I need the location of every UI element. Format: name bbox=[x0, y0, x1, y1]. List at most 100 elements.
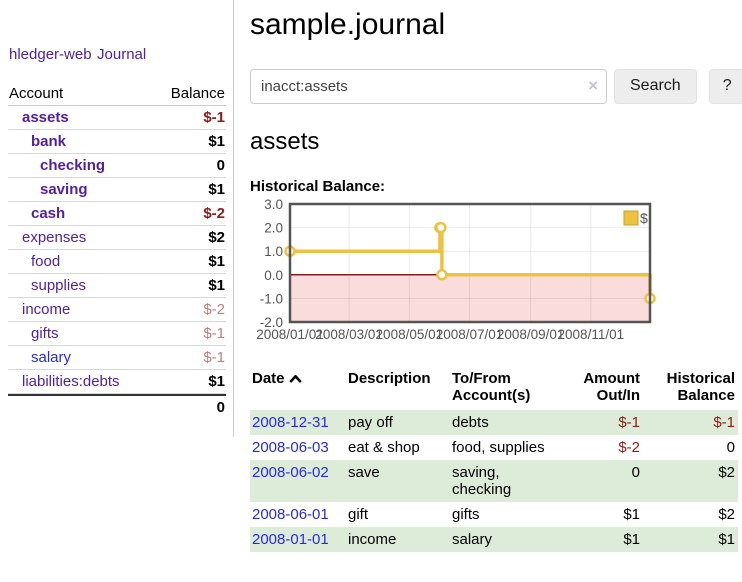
transaction-date-link[interactable]: 2008-01-01 bbox=[252, 531, 329, 548]
svg-text:-2.0: -2.0 bbox=[260, 315, 283, 330]
help-button[interactable]: ? bbox=[708, 68, 742, 104]
svg-text:2.0: 2.0 bbox=[264, 221, 283, 236]
svg-text:$: $ bbox=[640, 210, 648, 226]
transaction-balance: 0 bbox=[726, 439, 735, 456]
sort-ascending-icon bbox=[289, 374, 301, 383]
transaction-balance: $2 bbox=[643, 460, 738, 502]
svg-text:2008/11/01: 2008/11/01 bbox=[558, 327, 625, 342]
account-balance: $-2 bbox=[203, 301, 225, 318]
account-balance: $-2 bbox=[203, 205, 225, 222]
transaction-amount: $-2 bbox=[618, 439, 640, 456]
accounts-total-value: 0 bbox=[216, 399, 225, 416]
register-row: 2008-12-31 pay off debts $-1 $-1 bbox=[250, 410, 738, 435]
account-link-saving[interactable]: saving bbox=[40, 181, 88, 198]
svg-text:1.0: 1.0 bbox=[264, 244, 283, 259]
transaction-amount: $1 bbox=[566, 527, 643, 552]
account-row: liabilities:debts $1 bbox=[8, 370, 226, 394]
register-table: Date Description To/From Account(s) Amou… bbox=[250, 366, 738, 552]
account-balance: $1 bbox=[208, 373, 225, 390]
account-balance: $1 bbox=[208, 181, 225, 198]
account-row: bank $1 bbox=[8, 130, 226, 154]
account-link-liabilities-debts[interactable]: liabilities:debts bbox=[22, 373, 120, 390]
account-balance: $1 bbox=[208, 133, 225, 150]
transaction-balance: $1 bbox=[643, 527, 738, 552]
transaction-accounts: debts bbox=[450, 410, 566, 435]
main-content: sample.journal × Search ? assets Histori… bbox=[250, 0, 742, 552]
account-link-food[interactable]: food bbox=[31, 253, 61, 270]
svg-text:2008/05/01: 2008/05/01 bbox=[376, 327, 444, 342]
register-row: 2008-06-01 gift gifts $1 $2 bbox=[250, 502, 738, 527]
svg-text:2008/01/01: 2008/01/01 bbox=[256, 327, 324, 342]
account-balance: $-1 bbox=[203, 325, 225, 342]
register-header-balance: Historical Balance bbox=[666, 370, 735, 404]
account-row: saving $1 bbox=[8, 178, 226, 202]
account-link-expenses[interactable]: expenses bbox=[22, 229, 87, 246]
account-balance: $-1 bbox=[203, 349, 225, 366]
sidebar-item-journal[interactable]: Journal bbox=[97, 46, 147, 63]
accounts-header-account: Account bbox=[9, 85, 64, 102]
historical-balance-chart: $3.0 2.0 1.0 0.0 -1.0 -2.0 2008/01/01 2008/03/0… bbox=[250, 197, 738, 352]
transaction-accounts: food, supplies bbox=[452, 439, 545, 456]
svg-text:2008/03/01: 2008/03/01 bbox=[315, 327, 383, 342]
accounts-table: Account Balance assets $-1 bank $1 check… bbox=[8, 82, 226, 419]
register-header-date[interactable]: Date bbox=[250, 366, 346, 410]
clear-search-icon[interactable]: × bbox=[588, 75, 598, 95]
transaction-date-link[interactable]: 2008-06-02 bbox=[252, 464, 329, 481]
account-link-salary[interactable]: salary bbox=[31, 349, 72, 366]
search-bar: × Search ? bbox=[250, 68, 742, 104]
svg-text:-1.0: -1.0 bbox=[260, 291, 283, 306]
app-brand-link[interactable]: hledger-web bbox=[9, 46, 92, 63]
account-row: assets $-1 bbox=[8, 106, 226, 130]
account-balance: $-1 bbox=[203, 109, 225, 126]
search-input[interactable] bbox=[250, 68, 607, 104]
account-link-bank[interactable]: bank bbox=[31, 133, 67, 150]
register-header-amount: Amount Out/In bbox=[583, 370, 640, 404]
accounts-table-header: Account Balance bbox=[8, 82, 226, 106]
account-row: cash $-2 bbox=[8, 202, 226, 226]
search-button[interactable]: Search bbox=[614, 68, 697, 104]
transaction-amount: 0 bbox=[566, 460, 643, 502]
transaction-amount: $-1 bbox=[566, 410, 643, 435]
register-header-row: Date Description To/From Account(s) Amou… bbox=[250, 366, 738, 410]
transaction-balance: $-1 bbox=[643, 410, 738, 435]
sidebar-divider bbox=[233, 0, 234, 437]
account-link-supplies[interactable]: supplies bbox=[31, 277, 87, 294]
account-balance: $2 bbox=[208, 229, 225, 246]
chart-heading: Historical Balance: bbox=[250, 178, 386, 195]
account-row: food $1 bbox=[8, 250, 226, 274]
transaction-description: save bbox=[346, 460, 450, 502]
register-header-description: Description bbox=[348, 370, 431, 387]
transaction-amount: $1 bbox=[623, 506, 640, 523]
svg-text:2008/09/01: 2008/09/01 bbox=[497, 327, 565, 342]
transaction-accounts: gifts bbox=[452, 506, 480, 523]
transaction-description: pay off bbox=[346, 410, 450, 435]
accounts-total-row: 0 bbox=[8, 394, 226, 419]
sidebar: hledger-web Journal Account Balance asse… bbox=[0, 0, 233, 419]
account-row: supplies $1 bbox=[8, 274, 226, 298]
account-row: checking 0 bbox=[8, 154, 226, 178]
svg-text:3.0: 3.0 bbox=[264, 199, 283, 212]
account-link-checking[interactable]: checking bbox=[40, 157, 106, 174]
transaction-balance: $2 bbox=[718, 506, 735, 523]
register-row: 2008-06-02 save saving, checking 0 $2 bbox=[250, 460, 738, 502]
register-header-accounts: To/From Account(s) bbox=[452, 370, 531, 404]
account-link-gifts[interactable]: gifts bbox=[31, 325, 59, 342]
account-row: salary $-1 bbox=[8, 346, 226, 370]
transaction-description: income bbox=[346, 527, 450, 552]
svg-text:0.0: 0.0 bbox=[264, 268, 283, 283]
page-title: sample.journal bbox=[250, 8, 446, 41]
transaction-accounts: salary bbox=[450, 527, 566, 552]
account-balance: $1 bbox=[208, 253, 225, 270]
register-row: 2008-01-01 income salary $1 $1 bbox=[250, 527, 738, 552]
transaction-description: gift bbox=[348, 506, 369, 523]
transaction-date-link[interactable]: 2008-12-31 bbox=[252, 414, 329, 431]
account-link-cash[interactable]: cash bbox=[31, 205, 66, 222]
account-link-assets[interactable]: assets bbox=[22, 109, 69, 126]
svg-text:2008/07/01: 2008/07/01 bbox=[436, 327, 504, 342]
transaction-date-link[interactable]: 2008-06-03 bbox=[252, 439, 329, 456]
transaction-description: eat & shop bbox=[348, 439, 420, 456]
account-link-income[interactable]: income bbox=[22, 301, 71, 318]
transaction-accounts: saving, checking bbox=[450, 460, 566, 502]
chart-canvas: $3.0 2.0 1.0 0.0 -1.0 -2.02008/01/012008/03/0… bbox=[256, 197, 656, 342]
transaction-date-link[interactable]: 2008-06-01 bbox=[252, 506, 329, 523]
